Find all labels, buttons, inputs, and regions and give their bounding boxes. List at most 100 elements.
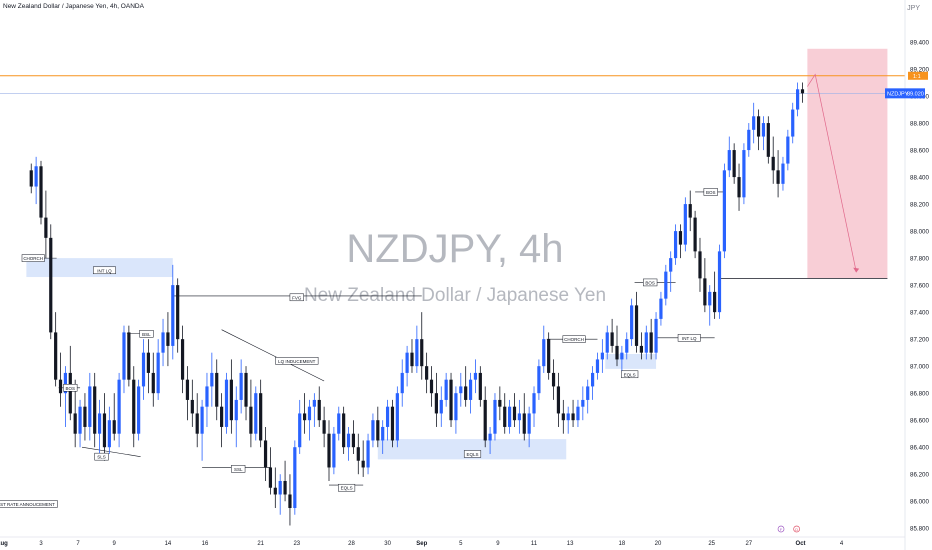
price-axis[interactable]: 89.40089.20089.00088.80088.60088.40088.2… bbox=[885, 0, 932, 550]
candle-body bbox=[781, 163, 785, 184]
price-tick-label: 89.200 bbox=[910, 67, 929, 74]
annotation-label: EQLS bbox=[624, 372, 636, 377]
candle-body bbox=[752, 116, 756, 130]
candle-body bbox=[97, 413, 102, 434]
candle-body bbox=[698, 251, 702, 279]
projection-arrow bbox=[807, 73, 857, 272]
candle-body bbox=[263, 440, 268, 468]
candle-body bbox=[625, 339, 629, 353]
candle-body bbox=[693, 217, 697, 252]
annotation-box bbox=[338, 483, 356, 492]
candle-body bbox=[381, 426, 385, 441]
candle-body bbox=[527, 413, 531, 434]
candle-body bbox=[283, 480, 287, 495]
candle-body bbox=[137, 386, 141, 434]
event-marker bbox=[793, 525, 800, 533]
candle-body bbox=[683, 204, 687, 245]
annotation-label: INT LQ bbox=[97, 268, 112, 273]
annotation-box bbox=[63, 384, 78, 392]
candle-body bbox=[224, 379, 229, 427]
candle-body bbox=[464, 386, 468, 400]
candle-body bbox=[796, 89, 800, 110]
price-tick-label: 87.800 bbox=[910, 256, 929, 263]
badge-symbol: NZDJPY bbox=[887, 92, 909, 98]
candle-body bbox=[322, 420, 326, 434]
candle-body bbox=[166, 332, 170, 346]
candle-body bbox=[483, 399, 487, 441]
candle-body bbox=[551, 372, 556, 387]
candle-body bbox=[195, 413, 199, 434]
candle-body bbox=[547, 339, 551, 373]
candle-body bbox=[561, 413, 565, 421]
annotation-label: CHORCH bbox=[23, 256, 43, 261]
annotation-box bbox=[289, 293, 304, 302]
candle-body bbox=[664, 271, 668, 299]
candle-body bbox=[317, 399, 321, 421]
annotation-label: FVG bbox=[292, 295, 302, 300]
candle-body bbox=[58, 379, 63, 394]
candle-body bbox=[590, 372, 595, 387]
time-tick-label: 25 bbox=[708, 541, 715, 547]
time-tick-label: 9 bbox=[113, 541, 117, 547]
annotation-box bbox=[94, 452, 109, 461]
candle-body bbox=[239, 372, 243, 400]
candle-body bbox=[498, 399, 502, 407]
candle-body bbox=[49, 237, 53, 333]
candle-body bbox=[346, 433, 351, 448]
price-tick-label: 87.200 bbox=[910, 337, 929, 344]
candle-body bbox=[776, 170, 780, 184]
candle-body bbox=[478, 372, 482, 400]
annotation-label: SLS bbox=[97, 455, 106, 460]
price-tick-label: 89.400 bbox=[910, 40, 929, 47]
annotation-box bbox=[643, 278, 658, 287]
annotation-box bbox=[0, 500, 58, 508]
candle-body bbox=[141, 352, 146, 387]
event-marker-label: D bbox=[795, 527, 798, 532]
annotation-box bbox=[139, 330, 154, 338]
price-tick-label: 88.600 bbox=[910, 148, 929, 155]
candle-body bbox=[73, 413, 77, 434]
candle-body bbox=[68, 372, 72, 414]
annotation-box bbox=[463, 450, 482, 458]
candle-body bbox=[54, 332, 58, 380]
short-position-zone bbox=[807, 48, 888, 279]
candle-body bbox=[522, 413, 526, 434]
candle-body bbox=[512, 406, 517, 421]
symbol-description: New Zealand Dollar / Japanese Yen, 4h, O… bbox=[3, 3, 144, 10]
candle-body bbox=[395, 393, 399, 441]
annotation-box bbox=[677, 334, 701, 342]
candle-body bbox=[332, 433, 336, 468]
liquidity-zone bbox=[605, 354, 657, 369]
candle-body bbox=[29, 170, 33, 187]
candle-body bbox=[434, 393, 438, 414]
candle-body bbox=[610, 332, 614, 346]
time-tick-label: 14 bbox=[165, 541, 172, 547]
candle-body bbox=[571, 413, 575, 421]
candle-body bbox=[703, 278, 707, 306]
candle-body bbox=[156, 352, 160, 394]
candle-body bbox=[327, 433, 331, 468]
candle-body bbox=[761, 123, 766, 137]
structure-line bbox=[81, 446, 141, 457]
candle-body bbox=[800, 89, 805, 94]
annotation-label: BOS bbox=[66, 386, 76, 391]
candle-body bbox=[293, 447, 297, 508]
arrow-head bbox=[853, 267, 860, 273]
candle-body bbox=[254, 393, 258, 434]
annotation-label: EQLS bbox=[341, 486, 353, 491]
candle-body bbox=[488, 433, 492, 441]
time-axis[interactable]: Aug 3 7 9 14 16 21 23 28 30 Sep 5 9 11 13 18 20 25 27 Oct 4 F… bbox=[0, 525, 905, 547]
candle-body bbox=[468, 379, 473, 400]
candle-body bbox=[620, 352, 624, 360]
candle-body bbox=[83, 406, 87, 427]
candle-body bbox=[420, 339, 424, 367]
candle-body bbox=[586, 386, 590, 400]
price-axis-bg bbox=[905, 0, 932, 550]
price-tick-label: 88.800 bbox=[910, 121, 929, 128]
candle-body bbox=[234, 399, 238, 421]
time-tick-label: 21 bbox=[257, 541, 264, 547]
candle-body bbox=[176, 285, 180, 340]
candle-body bbox=[146, 352, 150, 373]
candle-body bbox=[78, 406, 82, 434]
